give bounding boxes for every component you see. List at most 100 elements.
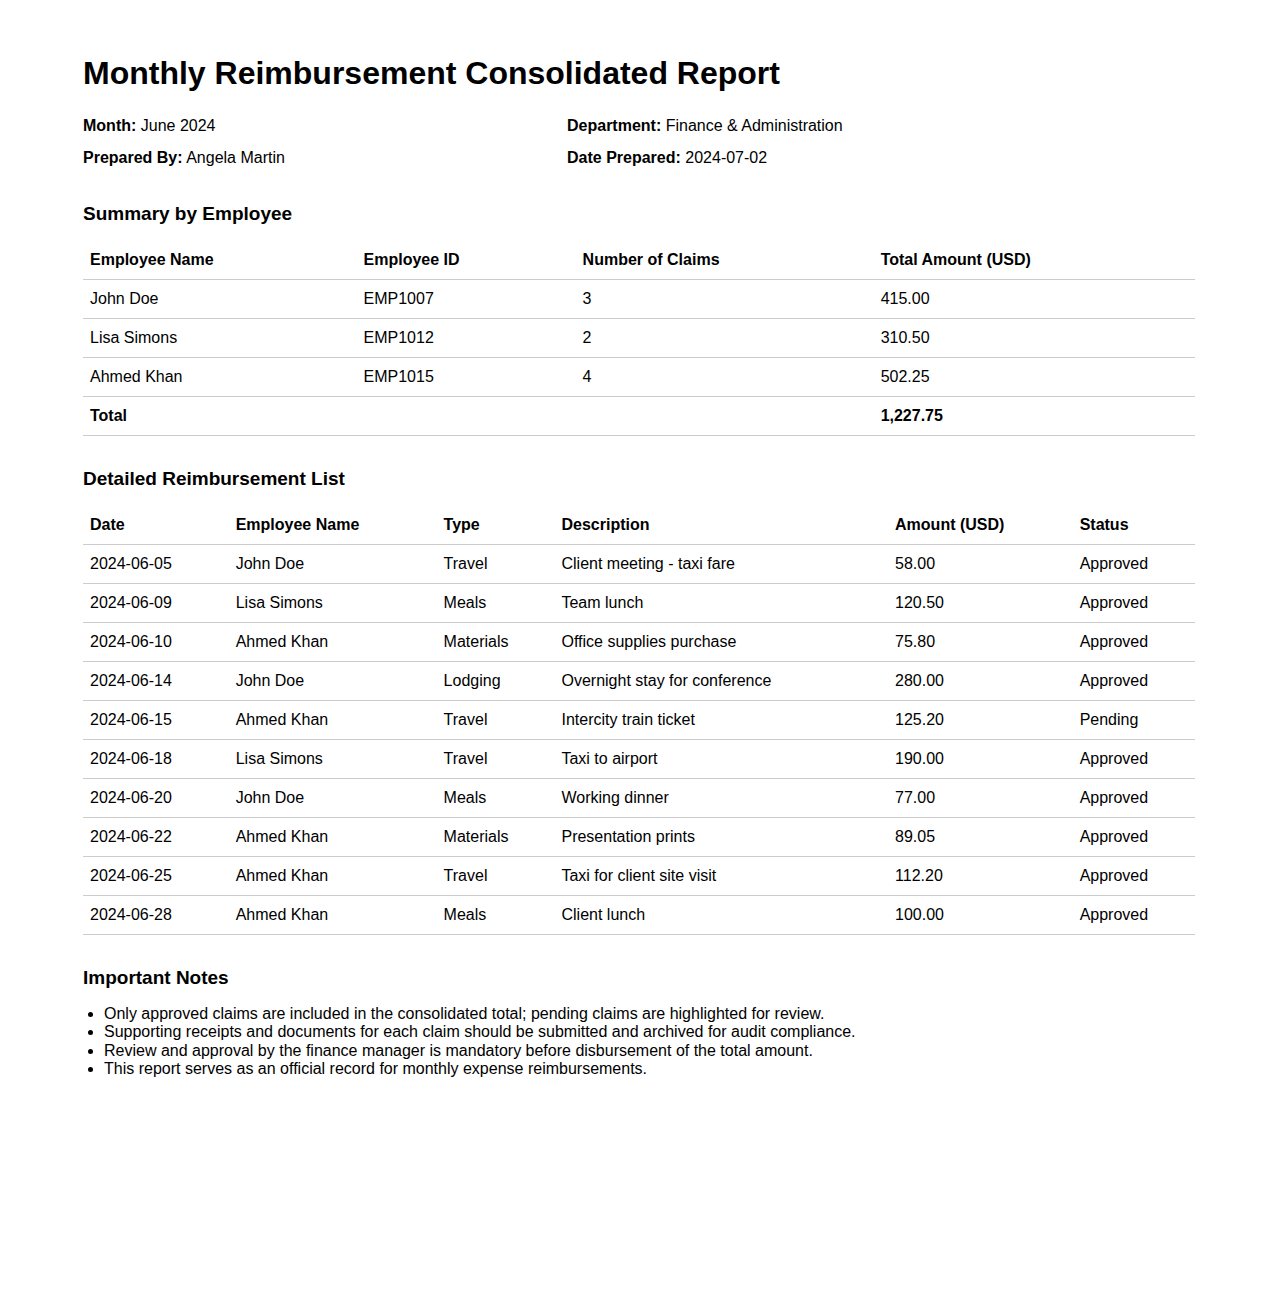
note-item: Review and approval by the finance manag… (104, 1042, 1195, 1060)
table-cell: Presentation prints (554, 818, 888, 857)
table-cell: Meals (437, 896, 555, 935)
table-cell: John Doe (83, 280, 357, 319)
column-header-employee-id: Employee ID (357, 241, 576, 280)
table-cell: Intercity train ticket (554, 701, 888, 740)
table-cell: 280.00 (888, 662, 1073, 701)
table-header-row: Date Employee Name Type Description Amou… (83, 506, 1195, 545)
column-header-total-amount: Total Amount (USD) (874, 241, 1195, 280)
table-row: Lisa Simons EMP1012 2 310.50 (83, 319, 1195, 358)
meta-month-value: June 2024 (141, 117, 216, 134)
table-row: 2024-06-14 John Doe Lodging Overnight st… (83, 662, 1195, 701)
column-header-status: Status (1073, 506, 1195, 545)
table-cell: 77.00 (888, 779, 1073, 818)
table-cell: 2024-06-10 (83, 623, 229, 662)
table-cell: 100.00 (888, 896, 1073, 935)
table-row: 2024-06-05 John Doe Travel Client meetin… (83, 545, 1195, 584)
table-cell: EMP1015 (357, 358, 576, 397)
table-cell: 415.00 (874, 280, 1195, 319)
status-cell: Approved (1073, 857, 1195, 896)
status-cell: Approved (1073, 779, 1195, 818)
table-cell: 2024-06-20 (83, 779, 229, 818)
detail-section-heading: Detailed Reimbursement List (83, 468, 1195, 490)
table-cell: Ahmed Khan (229, 701, 437, 740)
column-header-number-of-claims: Number of Claims (576, 241, 874, 280)
table-cell: Travel (437, 545, 555, 584)
table-cell: Lodging (437, 662, 555, 701)
table-cell: Taxi for client site visit (554, 857, 888, 896)
table-row: 2024-06-22 Ahmed Khan Materials Presenta… (83, 818, 1195, 857)
table-row: Ahmed Khan EMP1015 4 502.25 (83, 358, 1195, 397)
note-item: Supporting receipts and documents for ea… (104, 1023, 1195, 1041)
table-cell: Lisa Simons (83, 319, 357, 358)
report-meta: Month: June 2024 Department: Finance & A… (83, 116, 1195, 168)
table-row: 2024-06-10 Ahmed Khan Materials Office s… (83, 623, 1195, 662)
status-cell: Approved (1073, 896, 1195, 935)
table-cell: 58.00 (888, 545, 1073, 584)
meta-date-prepared: Date Prepared: 2024-07-02 (567, 148, 1195, 168)
column-header-employee-name: Employee Name (83, 241, 357, 280)
table-row: John Doe EMP1007 3 415.00 (83, 280, 1195, 319)
meta-month-label: Month: (83, 117, 136, 134)
table-cell (357, 397, 576, 436)
column-header-description: Description (554, 506, 888, 545)
table-cell: 4 (576, 358, 874, 397)
note-item: This report serves as an official record… (104, 1060, 1195, 1078)
meta-prepared-by-value: Angela Martin (186, 149, 285, 166)
page-title: Monthly Reimbursement Consolidated Repor… (83, 55, 1195, 91)
table-cell: 2024-06-28 (83, 896, 229, 935)
table-row: 2024-06-15 Ahmed Khan Travel Intercity t… (83, 701, 1195, 740)
table-cell: 3 (576, 280, 874, 319)
table-cell: 2024-06-15 (83, 701, 229, 740)
column-header-type: Type (437, 506, 555, 545)
table-cell: 190.00 (888, 740, 1073, 779)
meta-date-prepared-value: 2024-07-02 (685, 149, 767, 166)
table-cell: Materials (437, 818, 555, 857)
table-cell: Office supplies purchase (554, 623, 888, 662)
table-cell: Travel (437, 701, 555, 740)
table-cell: 2024-06-25 (83, 857, 229, 896)
total-value: 1,227.75 (874, 397, 1195, 436)
table-cell: Working dinner (554, 779, 888, 818)
table-cell: 120.50 (888, 584, 1073, 623)
report-page: Monthly Reimbursement Consolidated Repor… (83, 55, 1195, 1078)
table-cell: Ahmed Khan (229, 896, 437, 935)
table-cell: 502.25 (874, 358, 1195, 397)
total-label: Total (83, 397, 357, 436)
table-header-row: Employee Name Employee ID Number of Clai… (83, 241, 1195, 280)
meta-date-prepared-label: Date Prepared: (567, 149, 681, 166)
meta-department: Department: Finance & Administration (567, 116, 1195, 136)
meta-department-label: Department: (567, 117, 661, 134)
table-cell: Travel (437, 857, 555, 896)
meta-month: Month: June 2024 (83, 116, 567, 136)
table-cell: Lisa Simons (229, 740, 437, 779)
table-row: 2024-06-28 Ahmed Khan Meals Client lunch… (83, 896, 1195, 935)
table-cell: Meals (437, 584, 555, 623)
table-cell: 310.50 (874, 319, 1195, 358)
detail-table: Date Employee Name Type Description Amou… (83, 506, 1195, 935)
table-cell: EMP1012 (357, 319, 576, 358)
table-cell: Team lunch (554, 584, 888, 623)
table-cell: 2024-06-18 (83, 740, 229, 779)
status-cell: Approved (1073, 584, 1195, 623)
column-header-amount: Amount (USD) (888, 506, 1073, 545)
table-cell: 2024-06-05 (83, 545, 229, 584)
table-cell: 112.20 (888, 857, 1073, 896)
table-row: 2024-06-09 Lisa Simons Meals Team lunch … (83, 584, 1195, 623)
table-cell: 2024-06-22 (83, 818, 229, 857)
notes-section-heading: Important Notes (83, 967, 1195, 989)
table-cell: 125.20 (888, 701, 1073, 740)
table-cell: Ahmed Khan (229, 623, 437, 662)
table-cell: 2024-06-09 (83, 584, 229, 623)
column-header-employee-name: Employee Name (229, 506, 437, 545)
table-cell: John Doe (229, 662, 437, 701)
meta-prepared-by: Prepared By: Angela Martin (83, 148, 567, 168)
table-cell: John Doe (229, 545, 437, 584)
table-cell: Materials (437, 623, 555, 662)
status-cell: Approved (1073, 545, 1195, 584)
status-cell: Pending (1073, 701, 1195, 740)
table-cell: Travel (437, 740, 555, 779)
table-cell: 75.80 (888, 623, 1073, 662)
status-cell: Approved (1073, 740, 1195, 779)
table-cell: 2024-06-14 (83, 662, 229, 701)
table-cell: Lisa Simons (229, 584, 437, 623)
